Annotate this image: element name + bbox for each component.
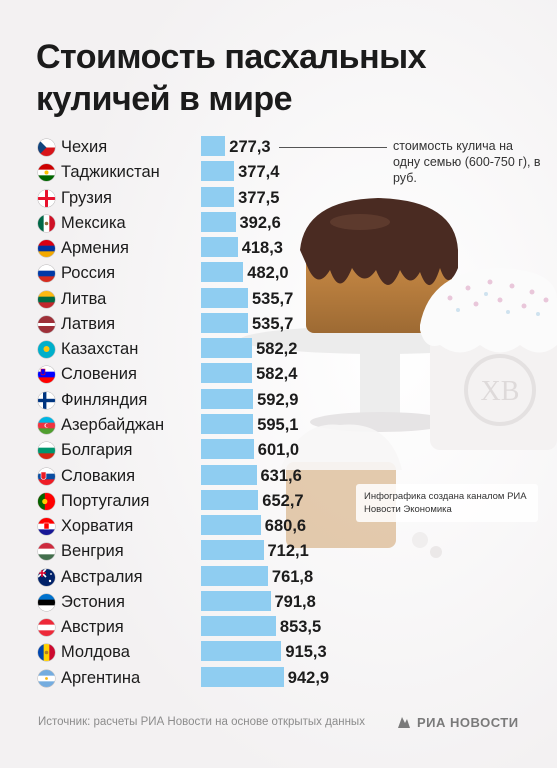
bar	[201, 389, 254, 409]
category-label: Эстония	[61, 593, 125, 611]
value-label: 482,0	[247, 264, 289, 282]
unit-note: стоимость кулича на одну семью (600-750 …	[393, 139, 541, 185]
ria-logo-icon	[398, 717, 410, 728]
category-label: Армения	[61, 239, 129, 257]
category-label: Чехия	[61, 138, 108, 156]
category-label: Венгрия	[61, 542, 124, 560]
category-label: Словения	[61, 365, 137, 383]
bar	[201, 540, 264, 560]
category-label: Хорватия	[61, 517, 134, 535]
bar	[201, 161, 235, 181]
bar	[201, 136, 226, 156]
bar	[201, 288, 248, 308]
value-label: 582,4	[256, 365, 298, 383]
flag-at-icon	[38, 619, 55, 636]
flag-lv-icon	[38, 316, 55, 333]
credit-box: Инфографика создана каналом РИА Новости …	[356, 484, 538, 522]
bar	[201, 313, 248, 333]
flag-am-icon	[38, 240, 55, 257]
value-label: 392,6	[239, 214, 281, 232]
category-label: Грузия	[61, 189, 112, 207]
category-label: Мексика	[61, 214, 126, 232]
flag-sk-icon	[38, 468, 55, 485]
value-label: 761,8	[271, 568, 314, 586]
source-text: Источник: расчеты РИА Новости на основе …	[38, 716, 365, 728]
category-label: Аргентина	[61, 669, 141, 687]
value-label: 535,7	[252, 290, 294, 308]
category-label: Азербайджан	[61, 416, 165, 434]
category-label: Австрия	[61, 618, 124, 636]
value-label: 601,0	[257, 441, 300, 459]
category-label: Латвия	[61, 315, 116, 333]
page-title: Стоимость пасхальных куличей в мире	[36, 38, 427, 118]
bar	[201, 187, 235, 207]
ria-logo: РИА НОВОСТИ	[396, 713, 519, 731]
bar	[201, 566, 268, 586]
flag-tj-icon	[38, 164, 55, 181]
value-label: 680,6	[264, 517, 307, 535]
value-label: 277,3	[229, 138, 271, 156]
flag-pt-icon	[38, 493, 55, 510]
category-label: Молдова	[61, 643, 130, 661]
flag-az-icon	[38, 417, 55, 434]
bar	[201, 262, 244, 282]
flag-mx-icon	[38, 215, 55, 232]
bar	[201, 616, 276, 636]
flag-cz-icon	[38, 139, 55, 156]
flag-si-icon	[38, 366, 55, 383]
value-label: 652,7	[262, 492, 304, 510]
ria-logo-text: РИА НОВОСТИ	[417, 714, 519, 730]
value-label: 418,3	[241, 239, 283, 257]
bar	[201, 439, 254, 459]
flag-md-icon	[38, 644, 55, 661]
flag-ar-icon	[38, 670, 55, 687]
value-label: 631,6	[260, 467, 302, 485]
svg-text:ХВ: ХВ	[481, 376, 520, 407]
category-label: Россия	[61, 264, 116, 282]
flag-ee-icon	[38, 594, 55, 611]
value-label: 942,9	[287, 669, 330, 687]
bar	[201, 363, 253, 383]
value-label: 582,2	[256, 340, 298, 358]
flag-bg-icon	[38, 442, 55, 459]
category-label: Казахстан	[61, 340, 139, 358]
value-label: 592,9	[257, 391, 299, 409]
flag-ge-icon	[38, 190, 55, 207]
bar	[201, 515, 261, 535]
flag-fi-icon	[38, 392, 55, 409]
bar	[201, 641, 282, 661]
bar	[201, 338, 253, 358]
value-label: 377,5	[238, 189, 280, 207]
note-leader-line	[279, 147, 387, 148]
flag-lt-icon	[38, 291, 55, 308]
category-label: Австралия	[61, 568, 143, 586]
value-label: 853,5	[279, 618, 322, 636]
category-label: Таджикистан	[61, 163, 160, 181]
flag-ru-icon	[38, 265, 55, 282]
category-label: Литва	[61, 290, 107, 308]
value-label: 535,7	[252, 315, 294, 333]
flag-hr-icon	[38, 518, 55, 535]
value-label: 595,1	[257, 416, 299, 434]
category-label: Словакия	[61, 467, 136, 485]
bar	[201, 414, 254, 434]
bar	[201, 591, 271, 611]
value-label: 377,4	[238, 163, 280, 181]
category-label: Финляндия	[61, 391, 148, 409]
bar	[201, 465, 257, 485]
category-label: Португалия	[61, 492, 150, 510]
value-label: 712,1	[267, 542, 309, 560]
flag-kz-icon	[38, 341, 55, 358]
bar	[201, 212, 236, 232]
bar	[201, 490, 259, 510]
bar	[201, 237, 238, 257]
flag-hu-icon	[38, 543, 55, 560]
flag-au-icon	[38, 569, 55, 586]
category-label: Болгария	[61, 441, 133, 459]
value-label: 915,3	[285, 643, 327, 661]
bar	[201, 667, 284, 687]
value-label: 791,8	[274, 593, 316, 611]
